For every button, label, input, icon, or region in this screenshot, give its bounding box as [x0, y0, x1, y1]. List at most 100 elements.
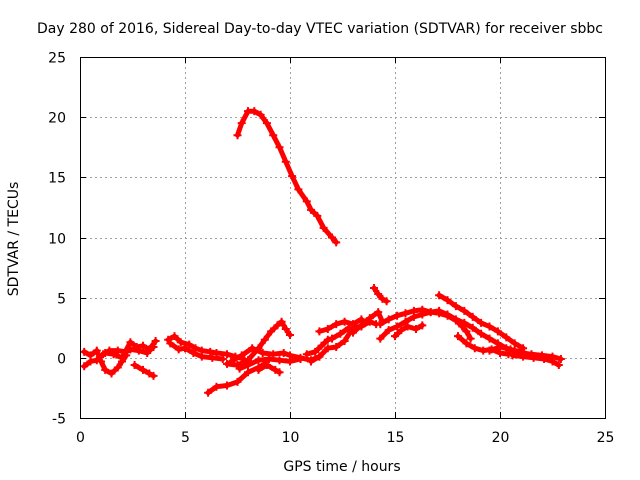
series-seg-t — [435, 291, 528, 353]
data-point — [92, 356, 101, 365]
data-point — [403, 322, 412, 331]
series-seg-w — [508, 351, 563, 370]
y-tick-label: -5 — [52, 412, 66, 428]
data-point — [302, 197, 311, 206]
data-point — [554, 361, 563, 370]
chart-title: Day 280 of 2016, Sidereal Day-to-day VTE… — [37, 21, 603, 37]
data-point — [443, 311, 452, 320]
data-point — [302, 350, 311, 359]
series-seg-d — [130, 361, 158, 380]
data-layer — [80, 107, 565, 397]
data-point — [80, 347, 89, 356]
data-point — [328, 334, 336, 343]
data-point — [118, 353, 126, 362]
grid — [80, 57, 605, 418]
y-tick-label: 25 — [48, 51, 66, 67]
data-point — [328, 233, 336, 242]
data-point — [269, 131, 278, 140]
data-point — [391, 332, 399, 341]
data-point — [197, 352, 206, 361]
y-tick-label: 20 — [48, 111, 66, 127]
data-point — [462, 327, 471, 336]
data-point — [477, 329, 486, 338]
data-point — [92, 346, 101, 355]
data-point — [250, 107, 259, 116]
data-point — [315, 352, 324, 361]
data-point — [113, 363, 122, 372]
data-point — [294, 185, 303, 194]
data-point — [279, 349, 288, 358]
data-point — [485, 346, 494, 355]
data-point — [254, 356, 263, 365]
data-point — [237, 351, 246, 360]
data-point — [208, 353, 217, 362]
data-point — [370, 284, 378, 293]
data-point — [435, 291, 444, 300]
data-point — [451, 316, 460, 325]
data-point — [258, 349, 267, 358]
data-point — [174, 345, 183, 354]
data-point — [126, 338, 135, 347]
data-point — [227, 357, 236, 366]
data-point — [332, 238, 341, 247]
y-tick-label: 5 — [57, 292, 66, 308]
data-point — [460, 306, 469, 315]
data-point — [212, 382, 221, 391]
data-point — [185, 340, 194, 349]
data-point — [281, 324, 290, 333]
series-trace — [235, 108, 339, 245]
data-point — [206, 347, 215, 356]
data-point — [273, 321, 282, 330]
data-point — [223, 359, 231, 368]
data-point — [485, 334, 494, 343]
data-point — [130, 361, 139, 370]
tick-marks — [80, 57, 606, 419]
data-point — [493, 327, 502, 336]
data-point — [332, 343, 341, 352]
data-point — [556, 355, 565, 364]
y-tick-label: 0 — [57, 352, 66, 368]
data-point — [382, 297, 391, 306]
data-point — [286, 357, 294, 366]
data-point — [426, 308, 435, 317]
series-seg-k — [254, 361, 284, 377]
data-point — [307, 205, 315, 214]
data-point — [397, 326, 406, 335]
series-seg-c — [101, 336, 160, 362]
data-point — [311, 347, 320, 356]
x-tick-label: 0 — [76, 430, 85, 446]
data-point — [237, 119, 246, 128]
series-trace — [132, 362, 156, 379]
data-point — [267, 327, 276, 336]
data-point — [502, 333, 511, 342]
data-point — [218, 355, 227, 364]
data-point — [248, 344, 257, 353]
x-axis-label: GPS time / hours — [283, 459, 400, 475]
data-point — [151, 336, 160, 345]
data-point — [288, 172, 297, 181]
data-point — [139, 365, 147, 374]
data-point — [393, 322, 402, 331]
data-point — [80, 362, 89, 371]
data-point — [466, 334, 475, 343]
data-point — [166, 339, 175, 348]
data-point — [451, 302, 460, 311]
data-point — [418, 305, 427, 314]
y-tick-label: 15 — [48, 171, 66, 187]
data-point — [323, 344, 332, 353]
data-point — [107, 369, 116, 378]
data-point — [384, 326, 393, 335]
data-point — [275, 356, 284, 365]
series-seg-m — [302, 308, 387, 359]
series-seg-p — [370, 284, 391, 306]
data-point — [485, 322, 494, 331]
data-point — [170, 332, 179, 341]
data-point — [454, 332, 462, 341]
data-point — [374, 290, 383, 299]
data-point — [477, 318, 486, 327]
series-seg-j — [235, 355, 305, 373]
data-point — [260, 335, 269, 344]
data-point — [508, 351, 517, 360]
data-point — [262, 119, 271, 128]
data-point — [336, 329, 345, 338]
